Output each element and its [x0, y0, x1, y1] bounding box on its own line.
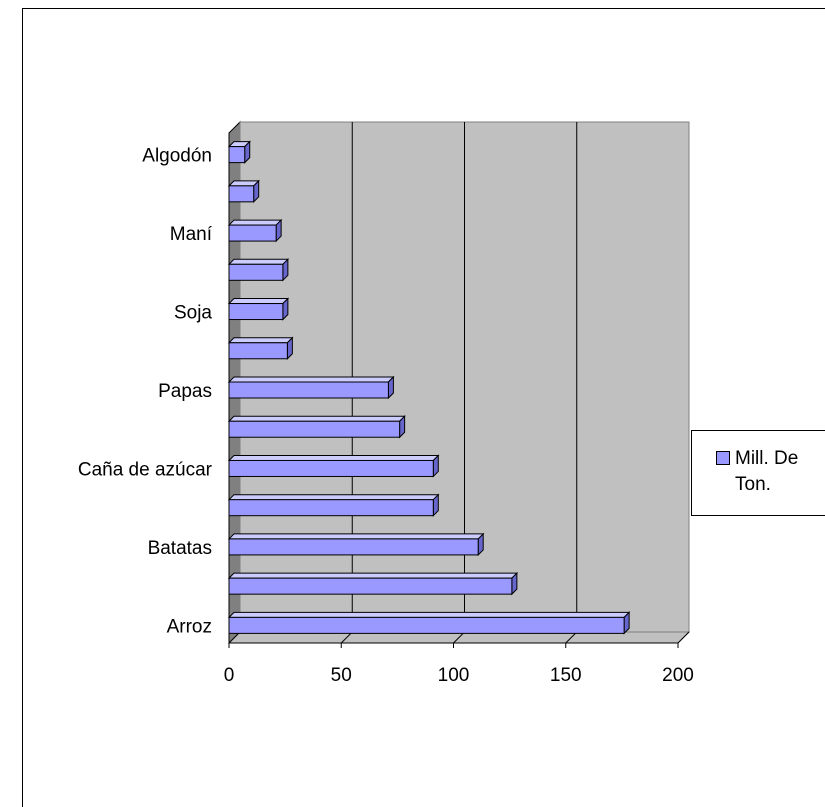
- bar-front: [228, 538, 479, 556]
- bar-front: [228, 381, 389, 399]
- category-label: Maní: [170, 224, 213, 245]
- category-labels: Algodón Maní Soja Papas Caña de azúcar Batata…: [78, 146, 213, 638]
- x-tick-label: 0: [224, 665, 235, 686]
- bar: [227, 571, 519, 596]
- bar: [227, 336, 294, 360]
- bar-front: [228, 185, 255, 203]
- bar: [227, 415, 406, 439]
- legend-box: [691, 430, 825, 516]
- x-tick-label: 100: [438, 665, 470, 686]
- category-label: Caña de azúcar: [78, 459, 213, 480]
- category-label: Soja: [174, 303, 212, 324]
- bar: [227, 179, 260, 204]
- bar-top: [227, 298, 290, 305]
- category-label: Arroz: [167, 616, 212, 637]
- bar-front: [228, 263, 284, 281]
- bar-top: [227, 376, 395, 383]
- bar-top: [227, 533, 485, 540]
- x-tick-label: 150: [550, 665, 582, 686]
- bar-front: [228, 224, 277, 242]
- bar-front: [228, 499, 434, 517]
- bar: [227, 297, 290, 321]
- category-label: Algodón: [142, 146, 212, 167]
- bar: [227, 258, 290, 282]
- x-tick-label: 50: [331, 665, 352, 686]
- category-label: Batatas: [148, 538, 212, 559]
- bar-front: [228, 146, 246, 164]
- bar-top: [227, 454, 440, 461]
- x-tick-labels: 0 50 100 150 200: [224, 665, 694, 686]
- bar: [227, 218, 283, 243]
- floor-grid-line: [677, 631, 690, 644]
- bar-top: [227, 415, 406, 422]
- x-tick-label: 200: [662, 665, 694, 686]
- bar-front: [228, 459, 434, 477]
- bar-top: [227, 494, 440, 501]
- bar-front: [228, 342, 288, 360]
- bar: [227, 532, 485, 557]
- bar: [227, 375, 395, 400]
- bar-front: [228, 577, 513, 595]
- category-label: Papas: [158, 381, 212, 402]
- bar: [227, 140, 251, 164]
- bar: [227, 611, 631, 635]
- legend: Mill. De Ton.: [691, 430, 825, 516]
- bar-front: [228, 420, 401, 438]
- legend-label-line-1: Mill. De: [735, 448, 798, 469]
- bar-top: [227, 611, 631, 618]
- bar-top: [227, 337, 294, 344]
- bar-front: [228, 303, 284, 321]
- bar-top: [227, 572, 519, 579]
- bars: [227, 140, 631, 635]
- legend-swatch: [716, 451, 730, 465]
- bar-top: [227, 258, 290, 265]
- legend-label-line-2: Ton.: [735, 474, 771, 495]
- bar-front: [228, 616, 625, 634]
- bar-top: [227, 219, 283, 226]
- bar: [227, 493, 440, 517]
- bar: [227, 454, 440, 478]
